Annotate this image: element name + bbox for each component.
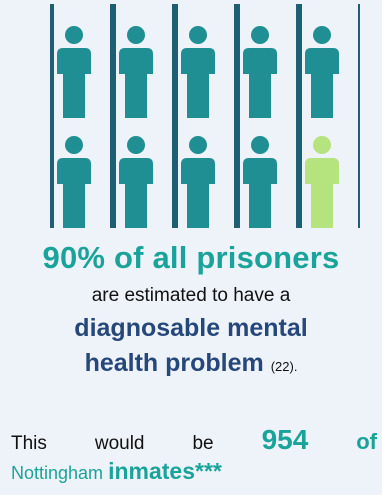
prison-bar xyxy=(110,4,116,228)
prison-bar xyxy=(172,4,178,228)
inmate-count: 954 xyxy=(261,424,309,455)
reference-number: (22). xyxy=(270,359,298,374)
person-icon xyxy=(57,136,91,228)
person-icon xyxy=(305,26,339,118)
prison-bar xyxy=(234,4,240,228)
person-icon xyxy=(119,136,153,228)
subtext-line: are estimated to have a xyxy=(91,285,291,306)
headline-stat: 90% of all prisoners xyxy=(42,240,340,275)
person-icon xyxy=(243,136,277,228)
inmates-label: inmates*** xyxy=(108,458,222,484)
word-of: of xyxy=(356,429,377,454)
prison-bar xyxy=(358,4,360,228)
prison-bars-graphic xyxy=(50,4,360,228)
word-this: This xyxy=(11,433,47,454)
person-icon-highlighted xyxy=(305,136,339,228)
person-icon xyxy=(119,26,153,118)
prison-bar xyxy=(296,4,302,228)
bottom-line-2: Nottingham inmates*** xyxy=(11,458,222,485)
person-icon xyxy=(243,26,277,118)
word-be: be xyxy=(192,433,214,454)
bottom-line: This would be 954 of xyxy=(11,424,377,456)
person-icon xyxy=(181,136,215,228)
emphasis-line-2-text: health problem xyxy=(84,349,264,377)
word-would: would xyxy=(94,433,145,454)
person-icon xyxy=(57,26,91,118)
prison-bar xyxy=(50,4,54,228)
person-icon xyxy=(181,26,215,118)
emphasis-line-1: diagnosable mental xyxy=(74,314,308,342)
place-name: Nottingham xyxy=(11,463,104,483)
emphasis-line-2: health problem (22). xyxy=(0,349,382,378)
